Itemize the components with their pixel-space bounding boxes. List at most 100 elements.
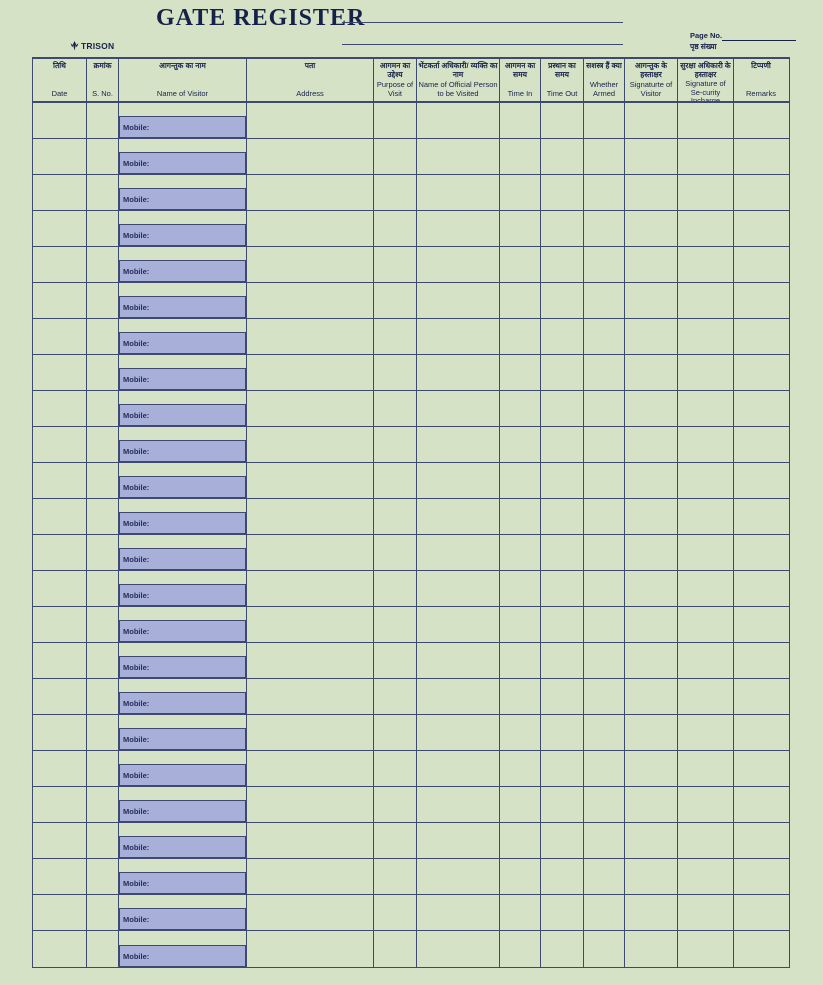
cell-official-name[interactable] [417, 895, 500, 930]
cell-time-out[interactable] [541, 823, 584, 858]
cell-s-no[interactable] [87, 103, 119, 138]
cell-s-no[interactable] [87, 211, 119, 246]
cell-time-out[interactable] [541, 679, 584, 714]
cell-visitor-signature[interactable] [625, 751, 678, 786]
cell-purpose-of-visit[interactable] [374, 499, 417, 534]
cell-remarks[interactable] [734, 319, 788, 354]
cell-time-in[interactable] [500, 463, 541, 498]
cell-address[interactable] [247, 787, 374, 822]
cell-date[interactable] [33, 823, 87, 858]
cell-time-out[interactable] [541, 355, 584, 390]
cell-time-in[interactable] [500, 643, 541, 678]
cell-address[interactable] [247, 355, 374, 390]
cell-s-no[interactable] [87, 319, 119, 354]
cell-time-out[interactable] [541, 571, 584, 606]
cell-purpose-of-visit[interactable] [374, 463, 417, 498]
cell-official-name[interactable] [417, 463, 500, 498]
cell-purpose-of-visit[interactable] [374, 823, 417, 858]
cell-purpose-of-visit[interactable] [374, 787, 417, 822]
mobile-field[interactable]: Mobile: [119, 764, 246, 786]
mobile-field[interactable]: Mobile: [119, 224, 246, 246]
cell-visitor-signature[interactable] [625, 175, 678, 210]
cell-address[interactable] [247, 643, 374, 678]
cell-visitor-name[interactable]: Mobile: [119, 571, 247, 606]
mobile-field[interactable]: Mobile: [119, 584, 246, 606]
cell-time-out[interactable] [541, 787, 584, 822]
cell-date[interactable] [33, 139, 87, 174]
cell-date[interactable] [33, 715, 87, 750]
cell-address[interactable] [247, 463, 374, 498]
cell-whether-armed[interactable] [584, 607, 625, 642]
cell-address[interactable] [247, 823, 374, 858]
cell-visitor-name[interactable]: Mobile: [119, 391, 247, 426]
cell-time-in[interactable] [500, 895, 541, 930]
cell-purpose-of-visit[interactable] [374, 643, 417, 678]
cell-address[interactable] [247, 247, 374, 282]
cell-official-name[interactable] [417, 139, 500, 174]
cell-time-out[interactable] [541, 211, 584, 246]
cell-whether-armed[interactable] [584, 355, 625, 390]
cell-remarks[interactable] [734, 283, 788, 318]
cell-date[interactable] [33, 499, 87, 534]
cell-visitor-signature[interactable] [625, 859, 678, 894]
cell-address[interactable] [247, 499, 374, 534]
cell-time-out[interactable] [541, 283, 584, 318]
cell-time-out[interactable] [541, 139, 584, 174]
cell-whether-armed[interactable] [584, 463, 625, 498]
cell-visitor-signature[interactable] [625, 535, 678, 570]
cell-official-name[interactable] [417, 607, 500, 642]
mobile-field[interactable]: Mobile: [119, 800, 246, 822]
cell-s-no[interactable] [87, 391, 119, 426]
cell-visitor-name[interactable]: Mobile: [119, 175, 247, 210]
cell-time-in[interactable] [500, 427, 541, 462]
cell-purpose-of-visit[interactable] [374, 571, 417, 606]
cell-s-no[interactable] [87, 355, 119, 390]
cell-official-name[interactable] [417, 535, 500, 570]
cell-purpose-of-visit[interactable] [374, 535, 417, 570]
cell-address[interactable] [247, 535, 374, 570]
cell-purpose-of-visit[interactable] [374, 283, 417, 318]
cell-security-signature[interactable] [678, 139, 734, 174]
cell-security-signature[interactable] [678, 499, 734, 534]
cell-security-signature[interactable] [678, 751, 734, 786]
cell-purpose-of-visit[interactable] [374, 751, 417, 786]
cell-address[interactable] [247, 427, 374, 462]
cell-time-in[interactable] [500, 679, 541, 714]
cell-time-in[interactable] [500, 607, 541, 642]
cell-official-name[interactable] [417, 679, 500, 714]
cell-purpose-of-visit[interactable] [374, 715, 417, 750]
cell-remarks[interactable] [734, 355, 788, 390]
cell-date[interactable] [33, 103, 87, 138]
cell-s-no[interactable] [87, 463, 119, 498]
cell-s-no[interactable] [87, 175, 119, 210]
cell-security-signature[interactable] [678, 859, 734, 894]
cell-s-no[interactable] [87, 751, 119, 786]
cell-official-name[interactable] [417, 931, 500, 967]
cell-visitor-signature[interactable] [625, 139, 678, 174]
cell-security-signature[interactable] [678, 211, 734, 246]
mobile-field[interactable]: Mobile: [119, 512, 246, 534]
cell-remarks[interactable] [734, 139, 788, 174]
cell-whether-armed[interactable] [584, 643, 625, 678]
cell-official-name[interactable] [417, 355, 500, 390]
cell-address[interactable] [247, 283, 374, 318]
cell-visitor-name[interactable]: Mobile: [119, 427, 247, 462]
cell-official-name[interactable] [417, 859, 500, 894]
cell-security-signature[interactable] [678, 283, 734, 318]
cell-purpose-of-visit[interactable] [374, 175, 417, 210]
cell-visitor-signature[interactable] [625, 283, 678, 318]
cell-visitor-name[interactable]: Mobile: [119, 679, 247, 714]
cell-security-signature[interactable] [678, 895, 734, 930]
cell-visitor-name[interactable]: Mobile: [119, 859, 247, 894]
cell-time-in[interactable] [500, 931, 541, 967]
page-no-blank-line[interactable] [722, 32, 797, 41]
cell-remarks[interactable] [734, 607, 788, 642]
cell-security-signature[interactable] [678, 607, 734, 642]
cell-time-out[interactable] [541, 499, 584, 534]
cell-purpose-of-visit[interactable] [374, 607, 417, 642]
cell-time-out[interactable] [541, 535, 584, 570]
cell-address[interactable] [247, 319, 374, 354]
cell-visitor-signature[interactable] [625, 895, 678, 930]
cell-time-out[interactable] [541, 319, 584, 354]
cell-time-out[interactable] [541, 247, 584, 282]
